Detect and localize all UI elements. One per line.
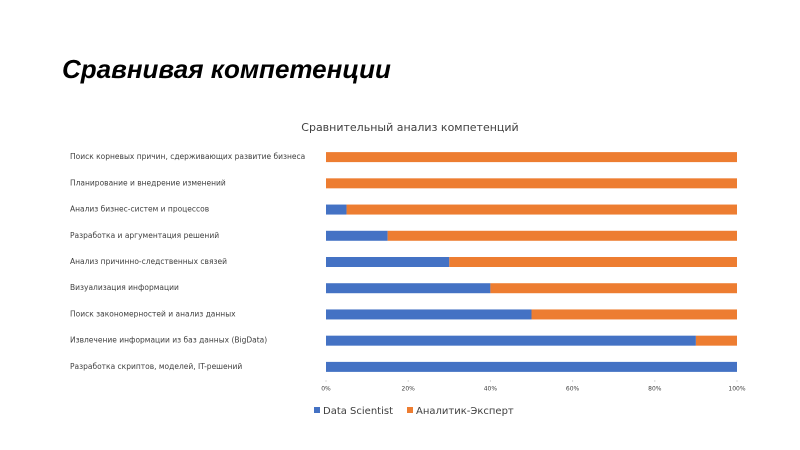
bar-segment: [346, 204, 737, 215]
bar-segment: [490, 283, 737, 294]
bar-segment: [326, 361, 737, 372]
bar-segment: [326, 204, 347, 215]
bar-segment: [326, 309, 532, 320]
chart-title: Сравнительный анализ компетенций: [301, 121, 518, 134]
bar-segment: [326, 335, 696, 346]
x-tick-label: 80%: [648, 386, 662, 393]
y-tick-label: Анализ бизнес-систем и процессов: [70, 205, 209, 214]
bar-segment: [531, 309, 737, 320]
x-tick-label: 0%: [321, 386, 331, 393]
legend-label: Data Scientist: [323, 406, 393, 417]
bar-segment: [326, 152, 737, 163]
legend-label: Аналитик-Эксперт: [416, 406, 514, 417]
bar-segment: [387, 230, 737, 241]
legend-swatch: [314, 407, 320, 413]
bar-segment: [695, 335, 737, 346]
bar-segment: [326, 257, 450, 267]
legend-swatch: [407, 407, 413, 413]
x-tick-label: 40%: [484, 386, 498, 393]
slide-title: Сравнивая компетенции: [62, 54, 391, 84]
x-tick-label: 60%: [566, 386, 580, 393]
y-tick-label: Извлечение информации из баз данных (Big…: [70, 336, 267, 345]
bar-segment: [326, 283, 491, 294]
bar-segment: [449, 257, 737, 267]
x-tick-label: 100%: [728, 386, 745, 393]
y-tick-label: Разработка и аргументация решений: [70, 231, 219, 240]
y-tick-label: Анализ причинно-следственных связей: [70, 257, 227, 266]
y-tick-label: Планирование и внедрение изменений: [70, 178, 226, 187]
bar-segment: [326, 178, 737, 189]
y-tick-label: Поиск закономерностей и анализ данных: [70, 309, 236, 318]
y-tick-label: Поиск корневых причин, сдерживающих разв…: [70, 152, 305, 161]
bar-segment: [326, 230, 388, 241]
y-tick-label: Разработка скриптов, моделей, IT-решений: [70, 362, 242, 371]
y-tick-label: Визуализация информации: [70, 283, 179, 292]
x-tick-label: 20%: [402, 386, 416, 393]
